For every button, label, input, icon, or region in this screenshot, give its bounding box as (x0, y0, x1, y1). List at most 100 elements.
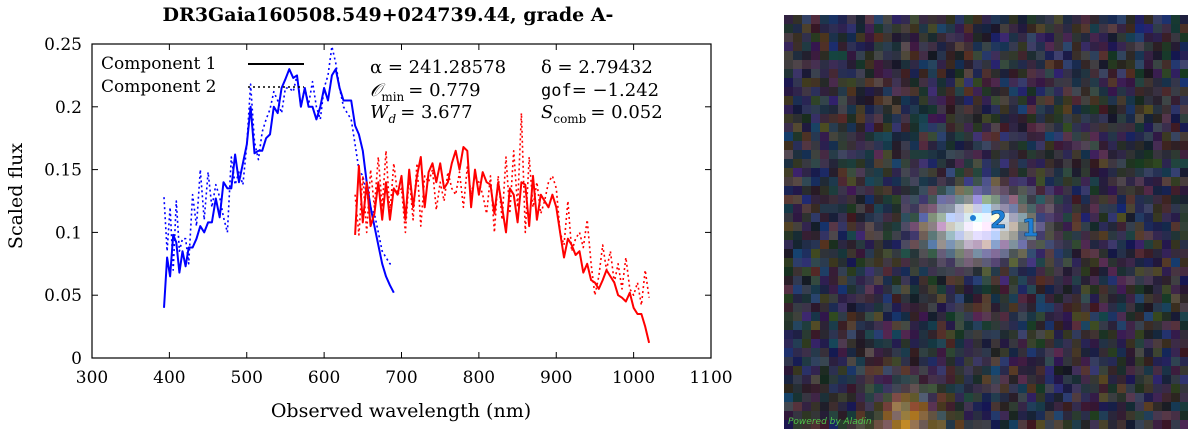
sky-pixel (982, 42, 991, 51)
sky-pixel (1171, 15, 1180, 24)
sky-pixel (937, 96, 946, 105)
sky-pixel (811, 15, 820, 24)
sky-pixel (1063, 105, 1072, 114)
sky-pixel (901, 51, 910, 60)
sky-pixel (1090, 60, 1099, 69)
sky-pixel (937, 87, 946, 96)
sky-pixel (1009, 114, 1018, 123)
sky-pixel (865, 186, 874, 195)
sky-pixel (973, 195, 982, 204)
sky-pixel (847, 96, 856, 105)
sky-pixel (838, 177, 847, 186)
sky-pixel (883, 78, 892, 87)
sky-pixel (802, 420, 811, 429)
sky-pixel (937, 384, 946, 393)
sky-pixel (1171, 195, 1180, 204)
sky-pixel (784, 267, 793, 276)
sky-pixel (982, 294, 991, 303)
sky-pixel (1081, 159, 1090, 168)
sky-pixel (946, 240, 955, 249)
sky-pixel (919, 411, 928, 420)
sky-pixel (919, 132, 928, 141)
sky-pixel (784, 357, 793, 366)
sky-pixel (1108, 339, 1117, 348)
sky-pixel (1045, 267, 1054, 276)
sky-pixel (1162, 420, 1171, 429)
sky-pixel (928, 330, 937, 339)
sky-pixel (1018, 357, 1027, 366)
sky-pixel (820, 15, 829, 24)
sky-pixel (802, 339, 811, 348)
sky-pixel (1045, 285, 1054, 294)
sky-pixel (793, 240, 802, 249)
sky-pixel (1018, 330, 1027, 339)
sky-pixel (1090, 249, 1099, 258)
sky-pixel (1063, 249, 1072, 258)
sky-pixel (820, 195, 829, 204)
sky-pixel (937, 348, 946, 357)
sky-pixel (964, 303, 973, 312)
sky-pixel (973, 24, 982, 33)
sky-pixel (901, 267, 910, 276)
sky-pixel (811, 24, 820, 33)
sky-pixel (1117, 204, 1126, 213)
sky-pixel (1162, 276, 1171, 285)
sky-pixel (1054, 132, 1063, 141)
sky-pixel (1180, 222, 1188, 231)
sky-pixel (1045, 141, 1054, 150)
sky-pixel (856, 51, 865, 60)
sky-pixel (946, 42, 955, 51)
sky-pixel (1162, 168, 1171, 177)
sky-pixel (1063, 177, 1072, 186)
sky-pixel (964, 15, 973, 24)
sky-pixel (1018, 258, 1027, 267)
sky-pixel (838, 294, 847, 303)
sky-pixel (829, 150, 838, 159)
sky-pixel (874, 321, 883, 330)
sky-pixel (874, 204, 883, 213)
sky-pixel (784, 393, 793, 402)
sky-pixel (1162, 375, 1171, 384)
sky-pixel (856, 123, 865, 132)
sky-pixel (1009, 285, 1018, 294)
sky-pixel (964, 177, 973, 186)
sky-pixel (874, 402, 883, 411)
sky-pixel (856, 339, 865, 348)
sky-pixel (1171, 42, 1180, 51)
sky-pixel (1027, 150, 1036, 159)
sky-pixel (820, 267, 829, 276)
sky-pixel (1108, 114, 1117, 123)
sky-pixel (991, 321, 1000, 330)
sky-pixel (811, 240, 820, 249)
sky-pixel (1117, 159, 1126, 168)
sky-pixel (1081, 96, 1090, 105)
sky-pixel (1144, 249, 1153, 258)
sky-pixel (973, 375, 982, 384)
sky-pixel (892, 249, 901, 258)
sky-pixel (1108, 348, 1117, 357)
sky-pixel (1099, 195, 1108, 204)
sky-pixel (1171, 366, 1180, 375)
sky-pixel (1036, 141, 1045, 150)
sky-pixel (820, 150, 829, 159)
sky-pixel (1180, 249, 1188, 258)
sky-pixel (982, 177, 991, 186)
sky-pixel (901, 330, 910, 339)
sky-pixel (937, 276, 946, 285)
sky-pixel (1081, 195, 1090, 204)
sky-pixel (1090, 177, 1099, 186)
sky-pixel (991, 420, 1000, 429)
sky-pixel (784, 168, 793, 177)
sky-pixel (883, 114, 892, 123)
sky-pixel (883, 285, 892, 294)
sky-pixel (838, 366, 847, 375)
sky-pixel (1153, 258, 1162, 267)
sky-pixel (1117, 366, 1126, 375)
sky-pixel (1063, 195, 1072, 204)
sky-pixel (1153, 132, 1162, 141)
sky-pixel (982, 402, 991, 411)
sky-pixel (820, 42, 829, 51)
sky-pixel (1009, 195, 1018, 204)
sky-pixel (901, 339, 910, 348)
sky-pixel (802, 294, 811, 303)
